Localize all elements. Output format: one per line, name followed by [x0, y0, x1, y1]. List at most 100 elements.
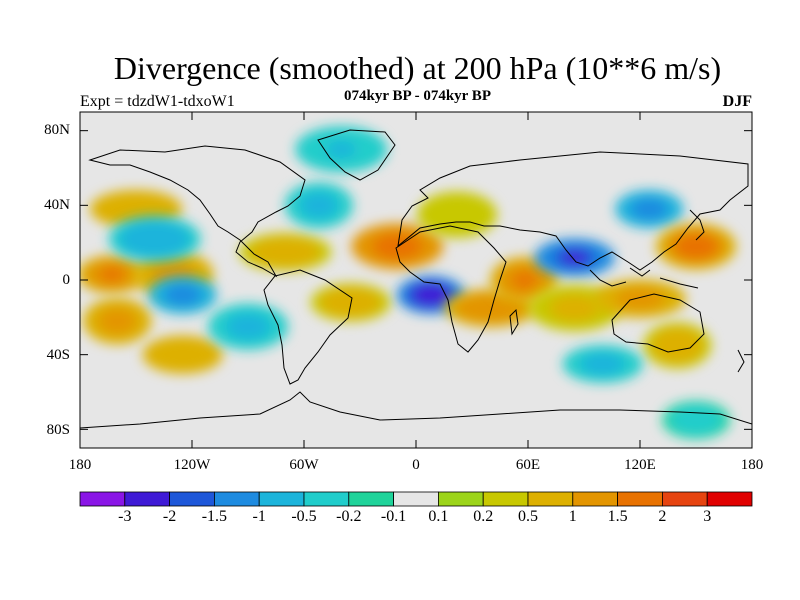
colorbar-swatch [482, 491, 529, 507]
field-anomaly [417, 191, 498, 238]
colorbar-swatch [169, 491, 215, 507]
axis-ticks [79, 112, 753, 448]
field-contour [121, 202, 151, 217]
colorbar-label: 0.5 [518, 508, 538, 525]
colorbar-label: -1 [252, 508, 266, 525]
field-contour [326, 141, 356, 158]
coastline-eurasia [397, 151, 749, 271]
lon-tick-label-180e: 180 [740, 457, 764, 473]
coastline-new-zealand [737, 349, 745, 373]
field-contour [683, 238, 709, 255]
chart-title: Divergence (smoothed) at 200 hPa (10**6 … [113, 50, 722, 86]
field-contour [512, 272, 536, 288]
field-contour [476, 301, 506, 315]
field-anomaly [534, 238, 615, 277]
colorbar-swatch [393, 491, 439, 507]
field-contour [100, 267, 124, 282]
colorbar-swatch [79, 491, 126, 507]
coastline-madagascar [509, 308, 519, 336]
colorbar-swatch [572, 491, 618, 507]
colorbar-swatch [437, 491, 484, 507]
field-contour [235, 318, 261, 335]
lon-tick-label-180w: 180 [68, 457, 92, 473]
colorbar-label: -3 [118, 508, 132, 525]
colorbar [79, 491, 753, 507]
coastlines [80, 129, 752, 429]
field-anomaly [108, 215, 201, 262]
field-anomaly [90, 190, 182, 229]
lon-tick-label-60w: 60W [289, 457, 319, 473]
colorbar-label: -1.5 [201, 508, 228, 525]
coastline-australia [611, 293, 705, 353]
colorbar-swatch [303, 491, 350, 507]
coastline-greenland [317, 129, 396, 181]
coastline-indonesia [589, 267, 699, 289]
colorbar-label: 3 [703, 508, 712, 525]
colorbar-label: 1.5 [607, 508, 628, 525]
season-label: DJF [722, 93, 752, 110]
lat-tick-label-40n: 40N [44, 197, 70, 213]
field-anomaly [594, 279, 686, 318]
colorbar-swatch [706, 491, 753, 507]
field-contour [444, 206, 471, 223]
colorbar-label: -0.1 [380, 508, 407, 525]
colorbar-swatch [348, 491, 394, 507]
field-anomaly [444, 289, 537, 327]
field-contour [169, 347, 196, 362]
field-anomaly [83, 298, 152, 345]
field-contour [105, 313, 129, 330]
colorbar-swatch [213, 491, 260, 507]
field-anomaly [490, 257, 559, 303]
lon-tick-label-60e: 60E [515, 457, 541, 473]
field-anomaly [643, 322, 712, 369]
lat-tick-label-80s: 80S [46, 422, 70, 438]
field-anomaly [656, 223, 736, 270]
field-contour [589, 357, 616, 371]
field-contour [419, 287, 443, 302]
colorbar-label: -0.2 [336, 508, 362, 525]
field-contour [637, 202, 661, 217]
lon-tick-label-0: 0 [412, 457, 420, 473]
field-contour [561, 250, 588, 265]
colorbar-swatch [124, 491, 171, 507]
lat-tick-label-0: 0 [62, 272, 71, 288]
colorbar-label: 1 [568, 508, 577, 525]
colorbar-label: 0.2 [473, 508, 494, 525]
colorbar-label: 0.1 [428, 508, 449, 525]
lon-tick-label-120w: 120W [173, 457, 211, 473]
coastline-north-america [88, 145, 306, 278]
coastline-south-america [263, 269, 353, 385]
colorbar-swatch [617, 491, 663, 507]
lat-tick-label-40s: 40S [46, 347, 70, 363]
field-anomaly [284, 182, 353, 229]
chart-subtitle: 074kyr BP - 074kyr BP [344, 88, 491, 104]
colorbar-label: 2 [658, 508, 667, 525]
field-anomaly [239, 233, 332, 271]
field-anomaly [295, 126, 388, 173]
field-contour [684, 413, 708, 427]
contour-field [80, 126, 736, 439]
colorbar-swatch [662, 491, 708, 507]
lon-tick-label-120e: 120E [624, 457, 656, 473]
field-contour [270, 245, 300, 259]
field-anomaly [562, 345, 643, 383]
colorbar-swatch [258, 491, 305, 507]
field-contour [140, 230, 170, 247]
field-anomaly [142, 335, 223, 374]
field-contour [171, 287, 195, 302]
colorbar-label: -2 [162, 508, 177, 525]
field-contour [560, 300, 590, 316]
colorbar-swatch [527, 491, 574, 507]
field-anomaly [615, 190, 684, 229]
coastline-africa [395, 225, 507, 353]
lat-tick-label-80n: 80N [44, 122, 70, 138]
coastline-antarctica [80, 391, 752, 429]
coastline-japan [689, 209, 705, 241]
field-contour [307, 197, 331, 214]
field-anomaly [351, 223, 444, 270]
field-contour [665, 337, 689, 354]
field-anomaly [148, 275, 217, 314]
field-anomaly [662, 401, 730, 439]
experiment-label: Expt = tdzdW1-tdxoW1 [80, 93, 235, 110]
